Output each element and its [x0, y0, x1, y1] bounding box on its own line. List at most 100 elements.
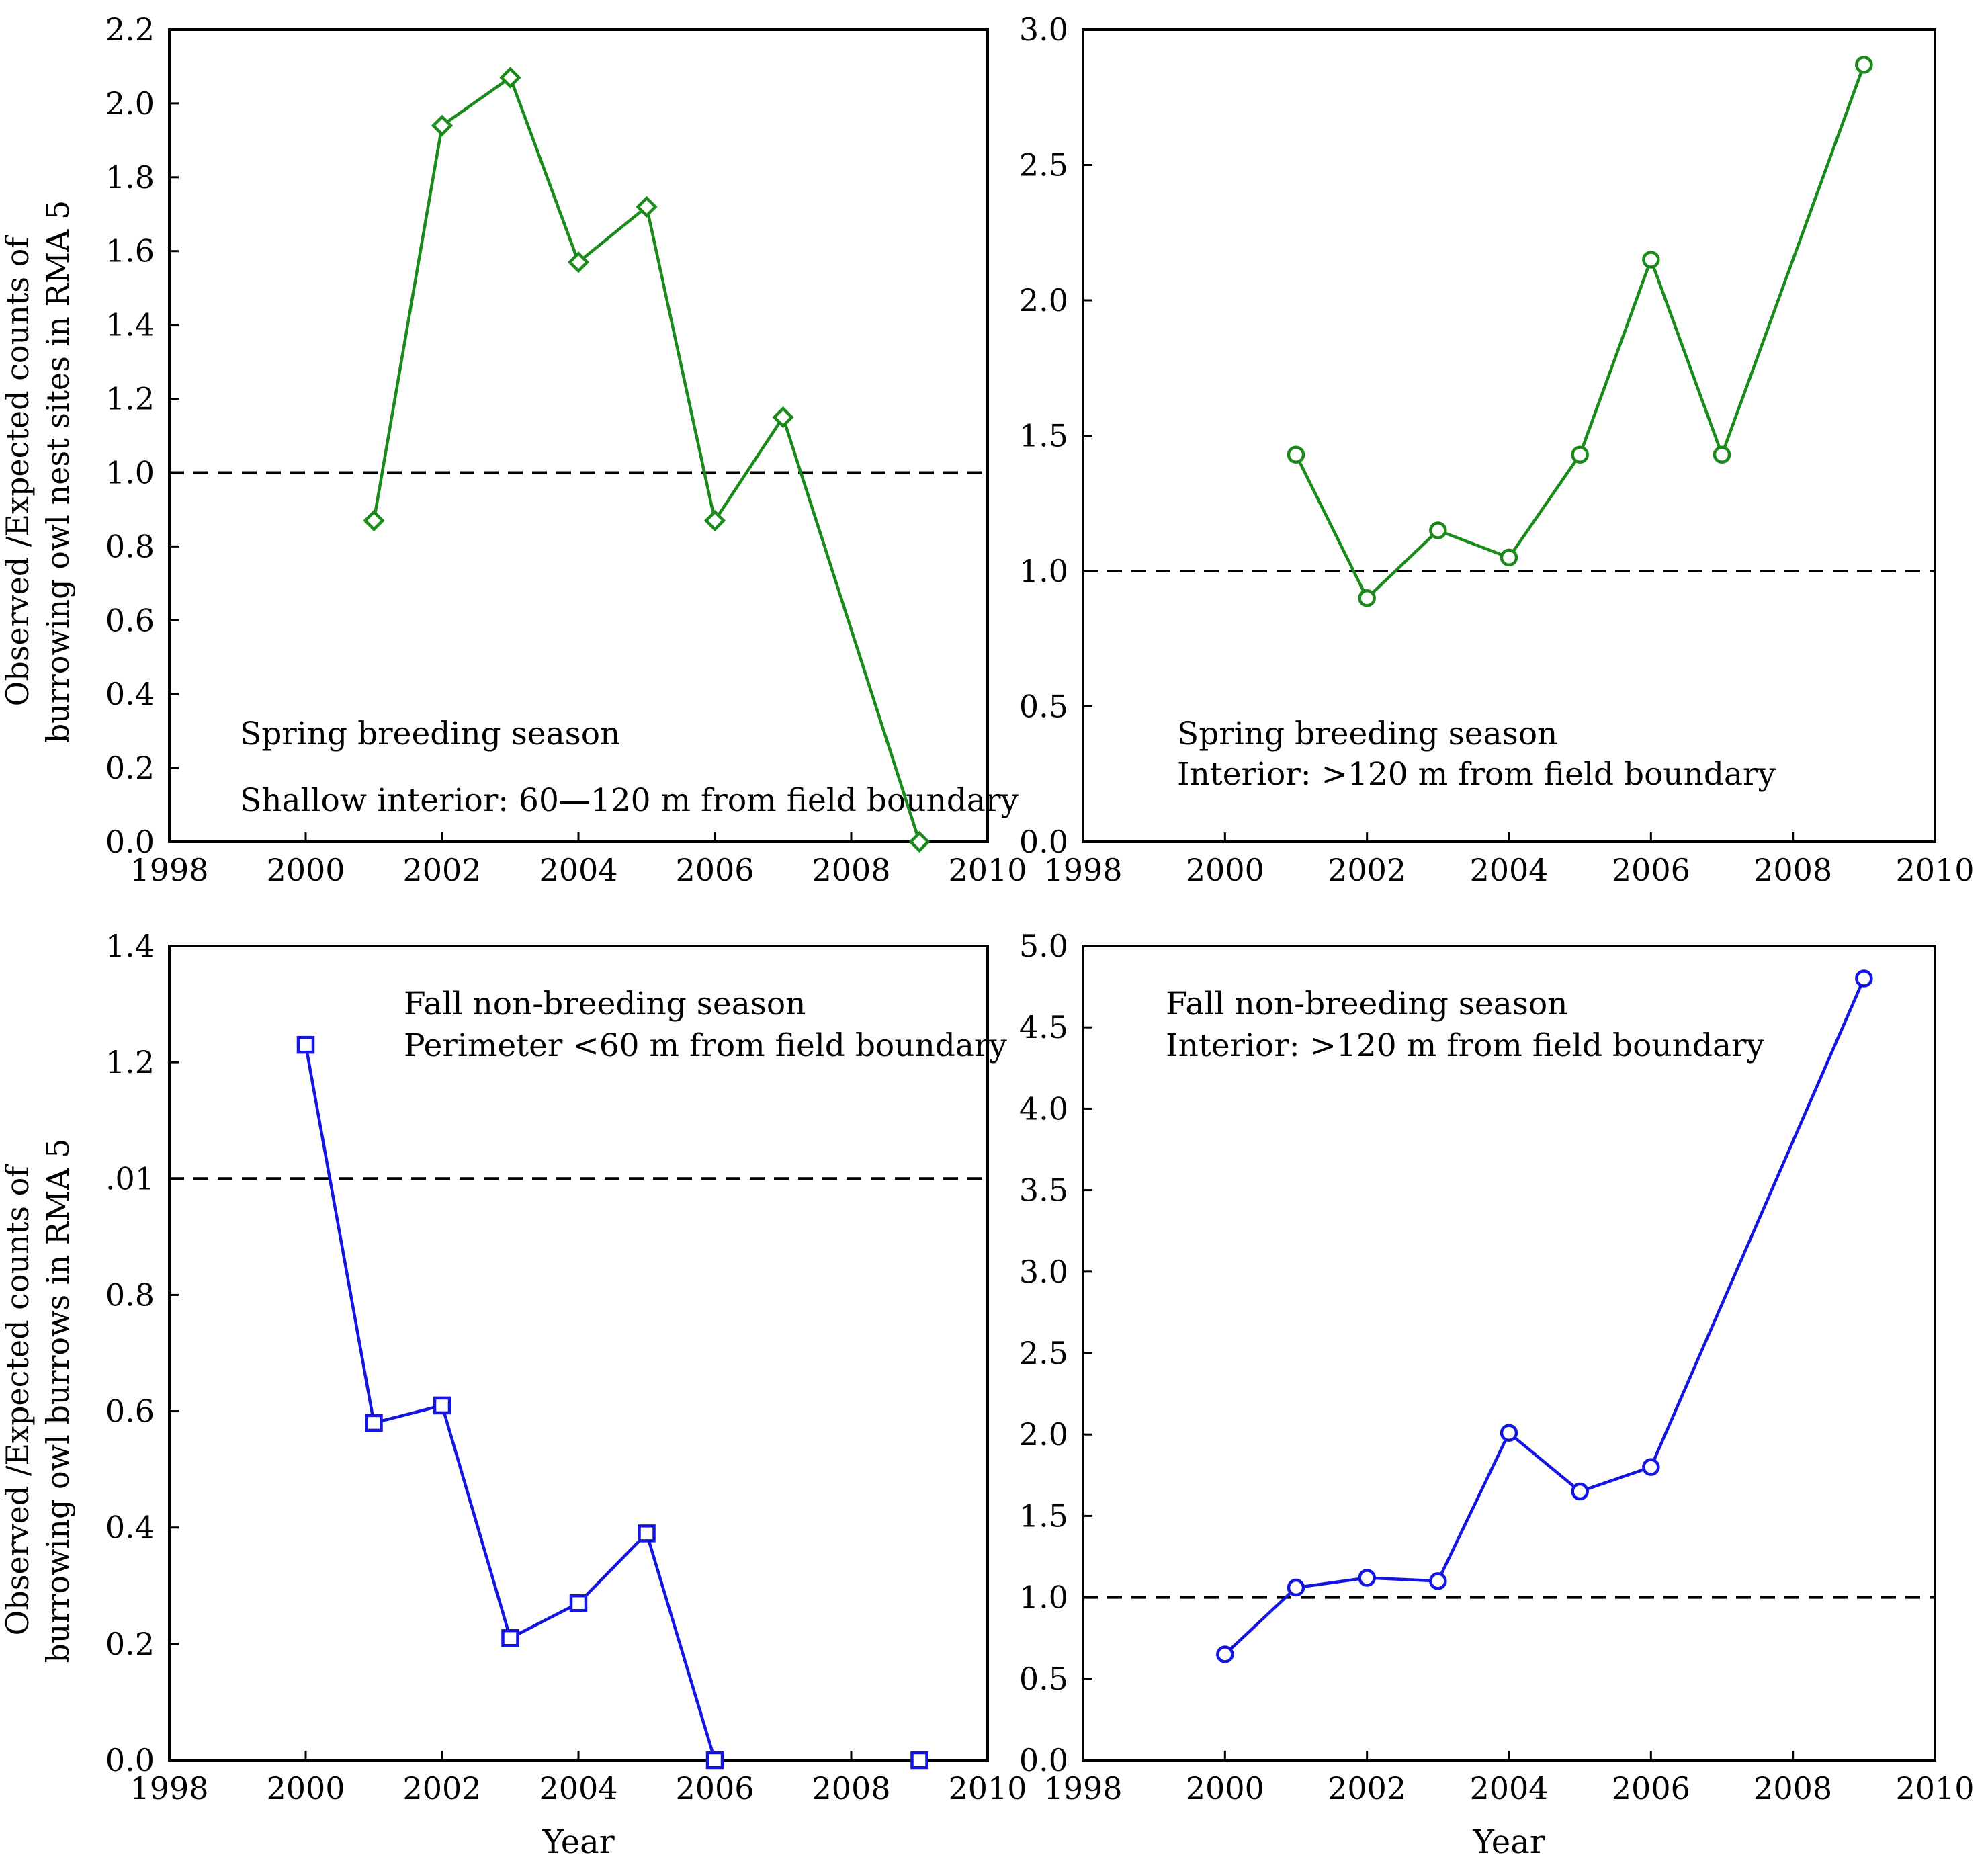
- x-tick-label: 2000: [1186, 1770, 1264, 1807]
- series-line: [304, 1044, 717, 1761]
- x-tick-label: 2006: [1612, 1770, 1690, 1807]
- y-tick-label: 0.0: [1019, 1742, 1068, 1778]
- data-point: [501, 1629, 519, 1647]
- y-tick-label: 1.5: [1019, 418, 1068, 454]
- x-tick-label: 1998: [1043, 852, 1122, 888]
- data-point: [1287, 445, 1305, 464]
- data-point: [705, 1751, 724, 1770]
- x-tick-label: 2008: [812, 852, 890, 888]
- data-point: [1500, 548, 1518, 567]
- data-point: [1713, 445, 1731, 464]
- x-tick-label: 1998: [130, 852, 208, 888]
- data-point: [636, 196, 658, 218]
- x-tick-label: 1998: [1043, 1770, 1122, 1807]
- y-tick-label: 1.8: [105, 159, 155, 196]
- y-tick-label: 2.0: [1019, 282, 1068, 318]
- data-point: [910, 1751, 928, 1770]
- panel-annotation: Interior: >120 m from field boundary: [1177, 756, 1776, 793]
- y-tick-label: 0.6: [105, 1393, 155, 1430]
- data-point: [638, 1524, 656, 1543]
- y-tick-label: 0.0: [105, 824, 155, 860]
- panel-bottom-right: 1998 2000 2002 2004 2006 2008 2010 0.0 0.5 1.0 1.5…: [1019, 928, 1975, 1861]
- y-tick-label: 0.8: [105, 1276, 155, 1313]
- data-point: [1287, 1578, 1305, 1597]
- x-tick-label: 2002: [402, 1770, 481, 1807]
- panel-annotation: Interior: >120 m from field boundary: [1166, 1027, 1764, 1064]
- panel-annotation: Shallow interior: 60—120 m from field bo…: [240, 782, 1019, 819]
- x-tick-label: 2002: [1328, 852, 1406, 888]
- y-tick-label: 1.4: [105, 928, 155, 964]
- y-tick-label: .01: [105, 1160, 155, 1197]
- x-tick-label: 2008: [1754, 1770, 1832, 1807]
- data-point: [703, 509, 726, 532]
- x-tick-label: 2000: [266, 1770, 345, 1807]
- y-tick-label: 4.5: [1019, 1009, 1068, 1045]
- y-tick-label: 4.0: [1019, 1090, 1068, 1127]
- x-tick-label: 2010: [1895, 1770, 1974, 1807]
- data-point: [1216, 1645, 1234, 1663]
- y-tick-label: 0.0: [1019, 824, 1068, 860]
- x-tick-label: 2004: [539, 1770, 617, 1807]
- series-line: [1223, 978, 1866, 1656]
- y-tick-label: 3.0: [1019, 11, 1068, 48]
- y-tick-label: 0.2: [105, 1626, 155, 1662]
- x-tick-label: 1998: [130, 1770, 208, 1807]
- y-tick-label: 1.2: [105, 381, 155, 417]
- data-point: [1358, 1569, 1376, 1587]
- x-tick-label: 2008: [812, 1770, 890, 1807]
- y-tick-label: 1.0: [1019, 1579, 1068, 1616]
- y-tick-label: 1.6: [105, 233, 155, 269]
- y-axis-title-line-1: Observed /Expected counts of: [0, 1164, 36, 1636]
- data-point: [296, 1035, 315, 1054]
- y-tick-label: 0.5: [1019, 689, 1068, 725]
- data-point: [1429, 1572, 1447, 1590]
- y-tick-label: 0.5: [1019, 1661, 1068, 1697]
- y-tick-label: 1.0: [1019, 553, 1068, 589]
- data-point: [1855, 56, 1873, 74]
- y-tick-label: 0.2: [105, 750, 155, 786]
- y-tick-label: 0.6: [105, 602, 155, 638]
- y-axis-title-line-1: Observed /Expected counts of: [0, 235, 36, 707]
- data-point: [1500, 1424, 1518, 1442]
- x-tick-label: 2006: [1612, 852, 1690, 888]
- panel-top-right: 1998 2000 2002 2004 2006 2008 2010 0.0 0.5 1.0 1.5…: [1019, 11, 1975, 888]
- panel-top-left: 1998 2000 2002 2004 2006 2008 2010 0.0 0.2 0.4 0.6…: [105, 11, 1027, 888]
- y-tick-label: 2.5: [1019, 147, 1068, 183]
- x-tick-label: 2000: [266, 852, 345, 888]
- data-point: [363, 509, 385, 532]
- y-tick-label: 2.5: [1019, 1335, 1068, 1371]
- y-tick-label: 0.4: [105, 1510, 155, 1546]
- data-point: [1571, 445, 1589, 464]
- x-tick-label: 2004: [1469, 852, 1548, 888]
- x-tick-label: 2010: [1895, 852, 1974, 888]
- y-axis-title-bottom: Observed /Expected counts of burrowing o…: [0, 1138, 76, 1663]
- series-line: [372, 76, 921, 842]
- y-tick-label: 3.0: [1019, 1254, 1068, 1290]
- data-point: [908, 830, 931, 853]
- panel-annotation: Fall non-breeding season: [404, 986, 806, 1023]
- plot-frame: [168, 945, 989, 1762]
- y-tick-label: 1.5: [1019, 1498, 1068, 1534]
- data-point: [567, 251, 590, 273]
- x-tick-label: 2000: [1186, 852, 1264, 888]
- panel-annotation: Perimeter <60 m from field boundary: [404, 1027, 1007, 1064]
- x-tick-label: 2006: [675, 852, 754, 888]
- y-axis-title-top: Observed /Expected counts of burrowing o…: [0, 200, 76, 744]
- data-point: [431, 114, 453, 137]
- y-tick-label: 3.5: [1019, 1172, 1068, 1209]
- x-axis-title: Year: [1472, 1823, 1545, 1861]
- data-point: [433, 1396, 451, 1415]
- data-point: [365, 1414, 383, 1432]
- y-tick-label: 2.0: [105, 85, 155, 122]
- x-axis-title: Year: [542, 1823, 615, 1861]
- y-tick-label: 0.8: [105, 528, 155, 564]
- data-point: [1429, 521, 1447, 539]
- y-tick-label: 1.4: [105, 307, 155, 343]
- x-tick-label: 2004: [1469, 1770, 1548, 1807]
- data-point: [1855, 969, 1873, 988]
- data-point: [1642, 251, 1660, 269]
- y-tick-label: 0.0: [105, 1742, 155, 1778]
- series-line: [1294, 64, 1866, 600]
- x-tick-label: 2002: [402, 852, 481, 888]
